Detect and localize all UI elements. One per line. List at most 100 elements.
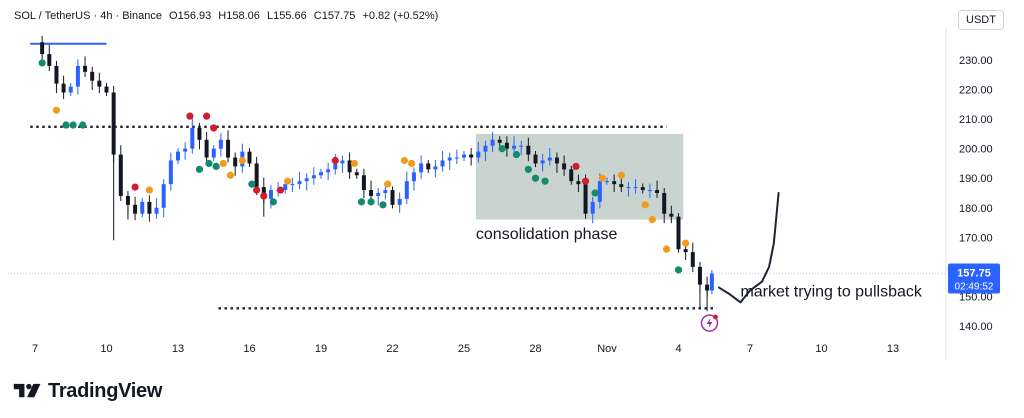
x-tick-label: 10 [815,343,827,355]
current-price-value: 157.75 [957,268,991,280]
y-tick-label: 150.00 [959,291,993,303]
candle-body [297,181,302,185]
candle-body [283,184,288,191]
candle-body [411,172,416,182]
candle-body [612,181,617,185]
signal-marker-red [572,162,580,170]
x-tick-label: 10 [100,343,112,355]
candle-body [247,151,252,164]
candle-body [326,169,331,173]
candle-body [633,187,638,189]
signal-marker-orange [682,239,690,247]
y-tick-label: 230.00 [959,55,993,67]
candle-body [197,127,202,140]
candle-body [640,187,645,191]
candle-body [133,204,138,214]
candle-body [211,148,216,158]
x-tick-label: 28 [529,343,541,355]
chart-header: SOL / TetherUS · 4h · Binance O156.93 H1… [14,10,442,22]
signal-marker-green [269,198,277,206]
y-tick-label: 200.00 [959,144,993,156]
y-tick-label: 170.00 [959,232,993,244]
signal-marker-green [367,198,375,206]
close-value: C157.75 [313,10,356,22]
candle-body [462,154,466,158]
x-tick-label: 13 [172,343,184,355]
signal-marker-orange [648,216,656,224]
x-tick-label: 7 [747,343,753,355]
candle-body [61,83,66,93]
candle-body [526,145,531,155]
candle-body [709,273,714,291]
candle-body [319,172,323,176]
signal-marker-red [186,112,194,120]
signal-marker-orange [407,159,416,168]
candle-body [469,154,474,158]
brand-name: TradingView [48,379,163,402]
candle-body [583,184,588,214]
y-tick-label: 210.00 [959,114,993,126]
candle-body [161,184,166,208]
signal-marker-orange [219,159,227,168]
candle-body [311,175,316,179]
candle-body [705,284,710,291]
candle-body [383,190,388,193]
candle-body [554,157,559,164]
candle-body [290,184,295,186]
candle-body [676,216,681,250]
signal-marker-green [512,150,521,159]
annotation-consolidation-label: consolidation phase [476,226,618,243]
candle-body [276,190,281,192]
candle-body [333,163,338,170]
candle-body [168,160,173,185]
candle-body [397,198,402,205]
candle-body [490,139,495,146]
candle-body [361,175,366,191]
candle-body [626,187,631,189]
signal-marker-orange [350,159,358,168]
x-tick-label: Nov [597,343,617,355]
candle-body [190,127,195,149]
signal-marker-green [541,177,549,185]
candle-body [697,266,702,285]
signal-marker-red [203,112,211,120]
x-tick-label: 19 [315,343,327,355]
candle-body [440,160,445,167]
candle-body [240,151,245,167]
candle-body [183,148,188,152]
open-value: O156.93 [169,10,212,22]
candle-body [125,195,130,205]
change-value: +0.82 (+0.52%) [362,10,439,22]
candle-body [476,151,481,158]
candle-body [540,160,545,164]
candle-body [176,151,180,161]
candle-body [54,65,59,84]
candle-body [483,145,488,152]
candle-body [233,157,238,167]
signal-marker-green [524,165,532,173]
symbol-label[interactable]: SOL / TetherUS · 4h · Binance [14,10,162,22]
signal-marker-green [498,145,506,153]
candle-body [504,142,509,149]
currency-button[interactable]: USDT [958,10,1004,30]
x-tick-label: 22 [386,343,398,355]
candle-body [404,181,409,199]
candle-body [83,65,88,72]
candle-body [104,86,109,93]
low-value: L155.66 [266,10,307,22]
consolidation-box [475,133,684,220]
candle-body [433,166,438,170]
candle-body [419,163,424,173]
candle-body [619,184,624,188]
current-price-tag [948,263,1000,294]
candle-body [204,139,209,158]
candle-body [68,86,73,93]
candle-body [690,252,695,267]
candle-body [147,201,152,214]
signal-marker-orange [284,177,292,185]
candle-body [75,65,80,87]
y-tick-label: 140.00 [959,321,993,333]
candle-body [547,157,552,161]
candle-body [447,157,452,161]
